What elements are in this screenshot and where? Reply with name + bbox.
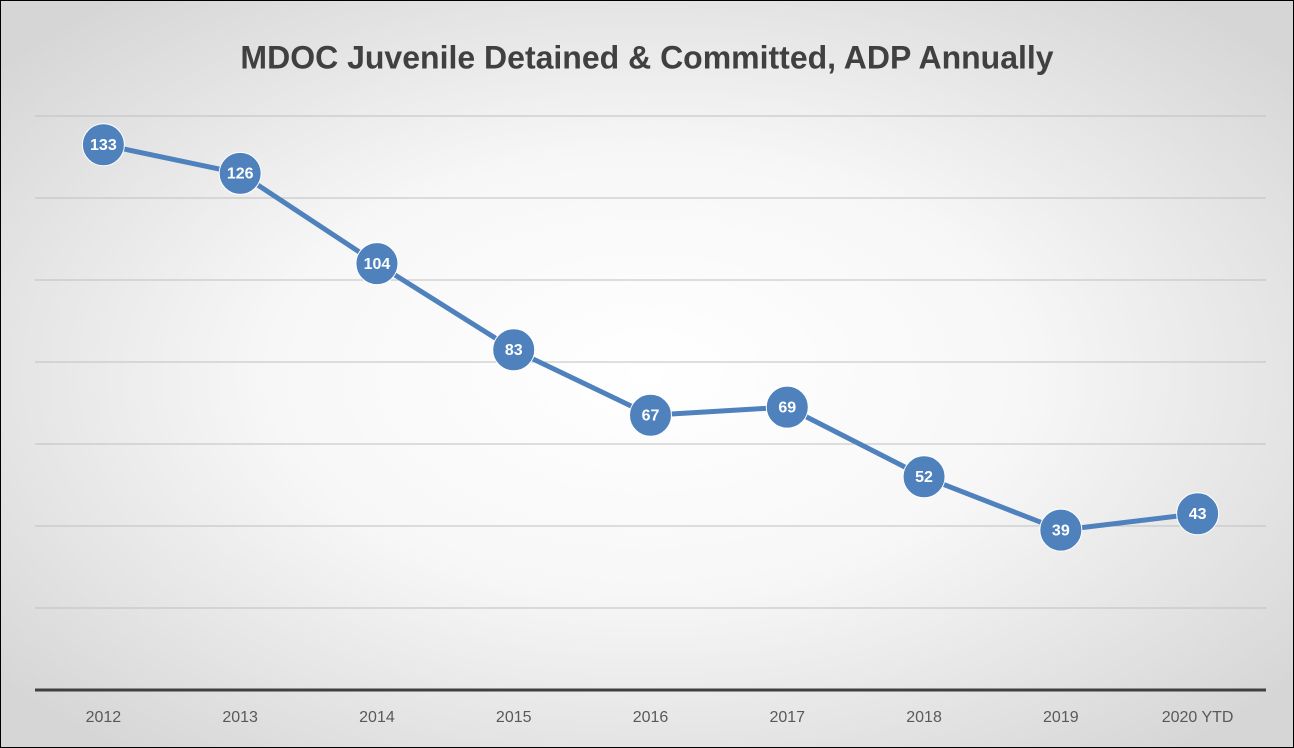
data-label: 133 [90, 137, 117, 154]
data-label: 67 [642, 408, 660, 425]
x-tick-label: 2012 [86, 709, 122, 726]
data-label: 104 [364, 256, 391, 273]
data-point [355, 242, 399, 286]
x-tick-label: 2020 YTD [1162, 709, 1234, 726]
data-point [902, 455, 946, 499]
data-point [765, 385, 809, 429]
x-tick-label: 2019 [1043, 709, 1079, 726]
data-point [81, 123, 125, 167]
x-tick-label: 2016 [633, 709, 669, 726]
x-tick-label: 2014 [359, 709, 395, 726]
data-point [1039, 508, 1083, 552]
data-point [1176, 492, 1220, 536]
data-label: 52 [915, 469, 933, 486]
chart-title: MDOC Juvenile Detained & Committed, ADP … [240, 39, 1053, 75]
data-label: 126 [227, 166, 254, 183]
x-tick-label: 2015 [496, 709, 532, 726]
data-point [492, 328, 536, 372]
data-point [629, 393, 672, 437]
data-label: 39 [1052, 522, 1070, 539]
data-label: 43 [1189, 506, 1207, 523]
data-label: 83 [505, 342, 523, 359]
data-point [218, 151, 262, 195]
x-tick-label: 2017 [769, 709, 805, 726]
x-tick-label: 2018 [906, 709, 942, 726]
x-tick-label: 2013 [222, 709, 258, 726]
data-label: 69 [778, 399, 796, 416]
